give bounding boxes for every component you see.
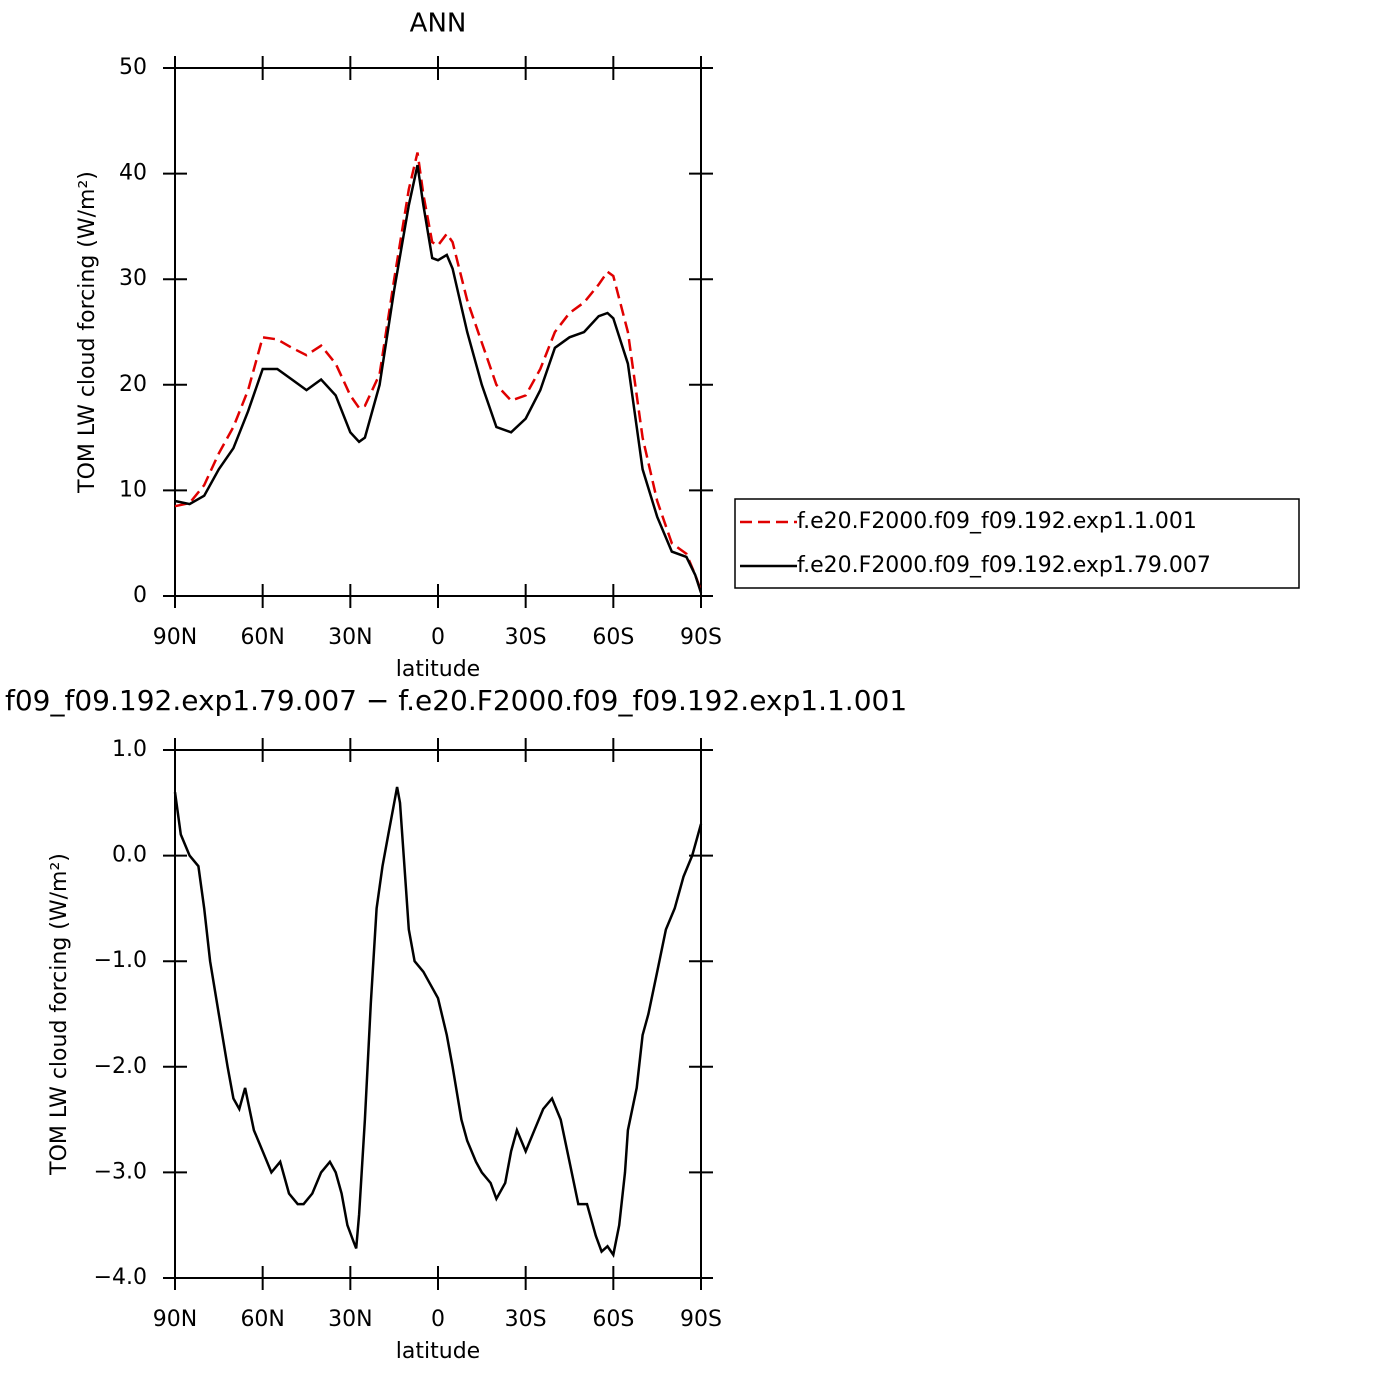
y-tick-label: −2.0 — [94, 1054, 147, 1079]
x-tick-label: 0 — [431, 625, 445, 650]
y-tick-label: 0 — [133, 583, 147, 608]
x-tick-label: 90N — [153, 625, 197, 650]
y-axis-label: TOM LW cloud forcing (W/m²) — [75, 171, 100, 494]
chart-title: ANN — [410, 9, 467, 39]
x-tick-label: 90S — [680, 625, 722, 650]
y-tick-label: 50 — [119, 55, 147, 80]
x-tick-label: 60N — [240, 1307, 284, 1332]
chart-title: f09_f09.192.exp1.79.007 − f.e20.F2000.f0… — [5, 684, 907, 717]
line-series — [174, 164, 703, 594]
line-series — [173, 786, 703, 1258]
x-tick-label: 30S — [505, 625, 547, 650]
line-series — [174, 152, 703, 592]
x-tick-label: 30N — [328, 625, 372, 650]
x-tick-label: 60S — [592, 1307, 634, 1332]
y-tick-label: −3.0 — [94, 1159, 147, 1184]
x-tick-label: 0 — [431, 1307, 445, 1332]
x-tick-label: 30S — [505, 1307, 547, 1332]
x-tick-label: 90N — [153, 1307, 197, 1332]
x-tick-label: 60S — [592, 625, 634, 650]
y-tick-label: −1.0 — [94, 948, 147, 973]
plot-frame — [174, 67, 702, 597]
y-tick-label: 20 — [119, 372, 147, 397]
x-tick-label: 30N — [328, 1307, 372, 1332]
legend-box — [734, 498, 1300, 589]
x-axis-label: latitude — [396, 1339, 480, 1364]
y-tick-label: 1.0 — [112, 737, 147, 762]
x-tick-label: 60N — [240, 625, 284, 650]
x-tick-label: 90S — [680, 1307, 722, 1332]
x-axis-label: latitude — [396, 657, 480, 682]
y-tick-label: 0.0 — [112, 843, 147, 868]
y-tick-label: 10 — [119, 477, 147, 502]
y-axis-label: TOM LW cloud forcing (W/m²) — [47, 853, 72, 1176]
y-tick-label: 30 — [119, 266, 147, 291]
y-tick-label: −4.0 — [94, 1265, 147, 1290]
legend-label: f.e20.F2000.f09_f09.192.exp1.79.007 — [797, 553, 1211, 578]
legend-label: f.e20.F2000.f09_f09.192.exp1.1.001 — [797, 509, 1197, 534]
y-tick-label: 40 — [119, 161, 147, 186]
